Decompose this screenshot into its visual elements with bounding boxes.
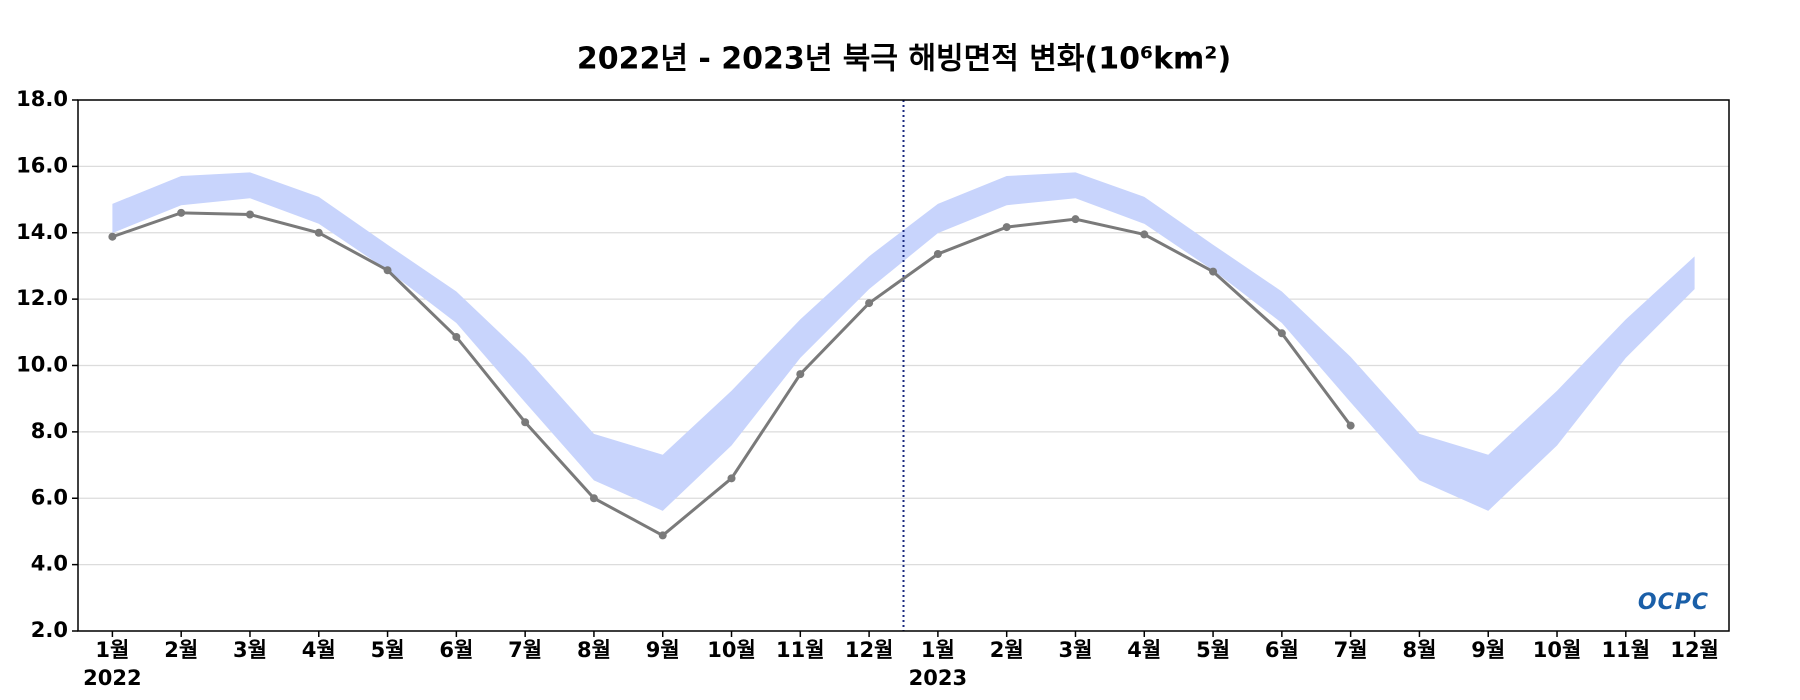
x-tick-label: 3월 — [233, 638, 267, 662]
data-point — [1140, 230, 1149, 239]
y-tick-label: 14.0 — [16, 220, 68, 244]
y-tick-label: 2.0 — [31, 618, 68, 642]
y-tick-label: 8.0 — [31, 419, 68, 443]
chart-title: 2022년 - 2023년 북극 해빙면적 변화(10⁶km²) — [577, 42, 1231, 77]
y-tick-label: 10.0 — [16, 353, 68, 377]
data-point — [177, 208, 186, 217]
data-point — [1071, 215, 1080, 224]
data-point — [1002, 223, 1011, 232]
data-line — [111, 211, 1352, 538]
x-tick-label: 5월 — [1196, 638, 1230, 662]
y-tick-label: 12.0 — [16, 286, 68, 310]
x-tick-label: 3월 — [1059, 638, 1093, 662]
x-tick-label: 2월 — [990, 638, 1024, 662]
data-point — [452, 332, 461, 341]
data-point — [1346, 421, 1355, 430]
y-tick-label: 4.0 — [31, 552, 68, 576]
data-point — [589, 494, 598, 503]
x-tick-label: 10월 — [707, 638, 756, 662]
x-tick-label: 12월 — [845, 638, 894, 662]
data-point — [245, 210, 254, 219]
x-tick-label: 9월 — [646, 638, 680, 662]
x-tick-label: 5월 — [371, 638, 405, 662]
y-tick-label: 6.0 — [31, 485, 68, 509]
data-point — [727, 474, 736, 483]
x-tick-label: 1월 — [921, 638, 955, 662]
x-tick-label: 7월 — [1334, 638, 1368, 662]
x-tick-label: 6월 — [1265, 638, 1299, 662]
x-tick-label: 11월 — [776, 638, 825, 662]
y-tick-label: 18.0 — [16, 87, 68, 111]
x-tick-label: 8월 — [1402, 638, 1436, 662]
x-tick-label: 7월 — [508, 638, 542, 662]
x-tick-label: 1월 — [95, 638, 129, 662]
x-tick-label: 11월 — [1602, 638, 1651, 662]
plot-frame — [77, 99, 1730, 632]
x-tick-label: 9월 — [1471, 638, 1505, 662]
data-point — [933, 249, 942, 258]
x-tick-label: 12월 — [1670, 638, 1719, 662]
data-point — [1277, 329, 1286, 338]
logo: OCPC — [1638, 590, 1709, 615]
year-label: 2023 — [909, 666, 967, 690]
x-tick-label: 4월 — [1127, 638, 1161, 662]
x-tick-label: 8월 — [577, 638, 611, 662]
y-tick-label: 16.0 — [16, 153, 68, 177]
data-point — [796, 370, 805, 379]
data-point — [108, 232, 117, 241]
data-point — [383, 266, 392, 275]
data-point — [314, 228, 323, 237]
data-point — [521, 418, 530, 427]
data-point — [658, 531, 667, 540]
x-tick-label: 10월 — [1533, 638, 1582, 662]
x-tick-label: 6월 — [439, 638, 473, 662]
data-point — [865, 299, 874, 308]
x-tick-label: 4월 — [302, 638, 336, 662]
data-point — [1209, 267, 1218, 276]
year-label: 2022 — [83, 666, 141, 690]
x-tick-label: 2월 — [164, 638, 198, 662]
